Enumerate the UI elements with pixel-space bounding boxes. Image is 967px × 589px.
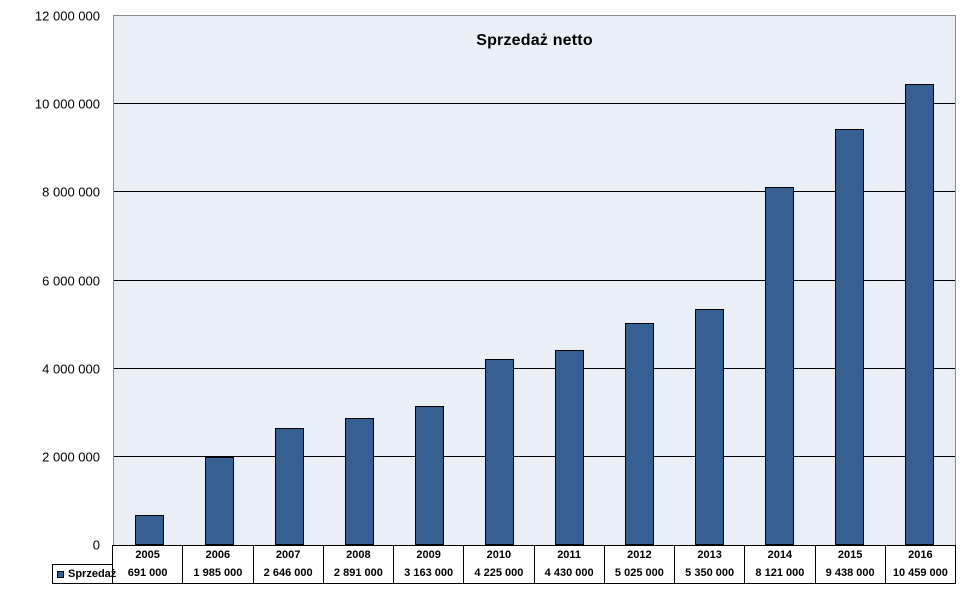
y-axis-label: 8 000 000 <box>42 184 100 200</box>
category-cell: 2014 <box>745 546 816 564</box>
y-axis-label: 6 000 000 <box>42 273 100 288</box>
data-table-category-row: 2005 2006 2007 2008 2009 2010 2011 2012 2013 2014… <box>112 545 956 565</box>
value-cell: 5 025 000 <box>605 564 675 583</box>
y-axis-label: 2 000 000 <box>42 449 100 465</box>
plot-area: Sprzedaż netto <box>113 15 956 546</box>
legend-cell: Sprzedaż <box>52 564 117 584</box>
plot-inner <box>114 16 955 545</box>
category-cell: 2010 <box>464 546 535 564</box>
value-cell: 8 121 000 <box>745 564 816 583</box>
value-cell: 1 985 000 <box>183 564 254 583</box>
category-cell: 2016 <box>908 549 933 561</box>
category-cell: 2011 <box>535 546 605 564</box>
bar[interactable] <box>695 309 725 545</box>
category-cell: 2015 <box>816 546 886 564</box>
bar[interactable] <box>204 457 234 545</box>
gridline <box>114 455 955 457</box>
gridline <box>114 279 955 281</box>
category-cell: 2007 <box>254 546 324 564</box>
data-table-value-row: 691 000 1 985 000 2 646 000 2 891 000 3 163 … <box>112 564 956 584</box>
bar[interactable] <box>274 428 304 545</box>
category-cell: 2009 <box>394 546 465 564</box>
value-cell: 3 163 000 <box>394 564 465 583</box>
category-cell: 2005 <box>113 546 184 564</box>
bar[interactable] <box>414 406 444 545</box>
bar[interactable] <box>484 359 514 545</box>
y-axis-label: 12 000 000 <box>34 8 100 24</box>
category-cell: 2008 <box>324 546 394 564</box>
y-axis-label: 0 <box>92 537 100 553</box>
bar[interactable] <box>625 323 655 545</box>
bar[interactable] <box>905 84 935 545</box>
y-axis: 0 2 000 000 4 000 000 6 000 000 8 000 000 10 … <box>0 0 100 589</box>
bar[interactable] <box>555 350 585 545</box>
series-swatch-icon <box>57 570 64 578</box>
value-cell: 2 646 000 <box>254 564 324 583</box>
value-cell: 5 350 000 <box>675 564 746 583</box>
value-cell: 2 891 000 <box>324 564 394 583</box>
bar[interactable] <box>134 515 164 545</box>
gridline <box>114 103 955 105</box>
value-cell: 691 000 <box>113 564 184 583</box>
gridline <box>114 367 955 369</box>
bar[interactable] <box>835 129 865 545</box>
value-cell: 10 459 000 <box>892 567 948 579</box>
chart-title: Sprzedaż netto <box>476 32 593 49</box>
category-cell: 2013 <box>675 546 746 564</box>
category-cell: 2006 <box>183 546 254 564</box>
series-name: Sprzedaż <box>68 568 117 580</box>
y-axis-label: 10 000 000 <box>34 96 100 112</box>
value-cell: 4 430 000 <box>535 564 605 583</box>
bar[interactable] <box>344 418 374 545</box>
category-cell: 2012 <box>605 546 675 564</box>
bar[interactable] <box>765 187 795 545</box>
y-axis-label: 4 000 000 <box>42 361 100 377</box>
gridline <box>114 191 955 193</box>
value-cell: 9 438 000 <box>816 564 886 583</box>
value-cell: 4 225 000 <box>464 564 535 583</box>
